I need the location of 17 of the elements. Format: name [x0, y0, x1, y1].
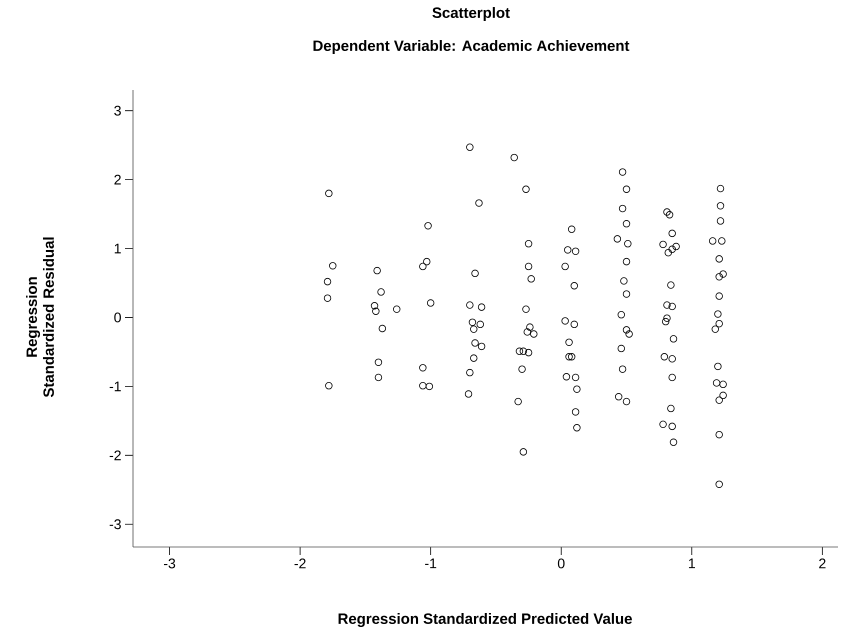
y-axis-title: Regression Standardized Residual [26, 238, 54, 398]
x-tick-label: -1 [425, 558, 436, 568]
y-tick-label: -3 [110, 519, 121, 530]
chart-title: Scatterplot [432, 7, 510, 21]
y-tick-label: 0 [114, 312, 121, 322]
y-tick-label: 1 [114, 244, 121, 254]
x-axis-title: Regression Standardized Predicted Value [338, 613, 632, 628]
y-tick-label: 2 [114, 174, 121, 184]
x-tick-label: -3 [164, 558, 176, 568]
x-tick-label: 1 [688, 558, 695, 568]
y-tick-label: 3 [114, 106, 121, 116]
x-tick-label: 2 [819, 558, 826, 568]
y-tick-label: -2 [110, 450, 121, 460]
y-tick-label: -1 [110, 382, 121, 392]
x-tick-label: 0 [558, 558, 565, 568]
x-tick-label: -2 [294, 558, 306, 568]
chart-subtitle: Dependent Variable: Academic Achievement [314, 40, 630, 54]
